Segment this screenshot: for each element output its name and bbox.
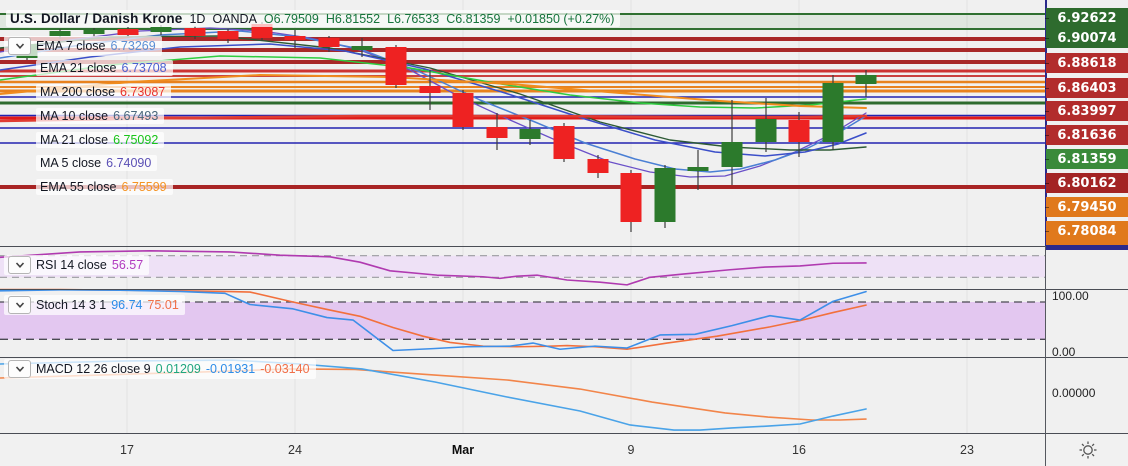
price-scale-label: 6.81636	[1046, 125, 1128, 145]
legend-row-stoch[interactable]: Stoch 14 3 1 96.74 75.01	[4, 295, 185, 315]
symbol-name: U.S. Dollar / Danish Krone	[10, 11, 183, 26]
legend-row-ma-200-close[interactable]: MA 200 close 6.73087	[36, 84, 172, 100]
time-axis-tick: 17	[120, 443, 134, 457]
macd-scale-zero: 0.00000	[1052, 386, 1096, 400]
indicator-label: Stoch 14 3 1	[36, 298, 107, 312]
price-scale-label: 6.80162	[1046, 173, 1128, 193]
indicator-value: 0.01209	[155, 362, 201, 376]
indicator-label: RSI 14 close	[36, 258, 107, 272]
indicator-label: MACD 12 26 close 9	[36, 362, 151, 376]
legend-row-rsi[interactable]: RSI 14 close 56.57	[4, 255, 150, 275]
interval-label: 1D	[189, 11, 206, 26]
chevron-down-icon[interactable]	[8, 256, 31, 274]
price-axis-tick	[1045, 183, 1049, 184]
indicator-value: -0.01931	[205, 362, 256, 376]
legend-row-ma-5-close[interactable]: MA 5 close 6.74090	[36, 155, 158, 171]
time-axis-tick: 23	[960, 443, 974, 457]
chevron-down-icon[interactable]	[8, 296, 31, 314]
time-axis-tick: 16	[792, 443, 806, 457]
indicator-label: MA 10 close	[40, 109, 109, 123]
low-value: L6.76533	[387, 11, 440, 26]
price-axis-tick	[1045, 135, 1049, 136]
time-axis[interactable]: 17 24 Mar 9 16 23	[0, 434, 1128, 466]
indicator-label: MA 200 close	[40, 85, 116, 99]
price-axis-tick	[1045, 231, 1049, 232]
legend-row-ema-7-close[interactable]: EMA 7 close 6.73269	[4, 36, 162, 56]
price-axis-tick	[1045, 159, 1049, 160]
legend-row-ma-10-close[interactable]: MA 10 close 6.67493	[36, 108, 165, 124]
panel-separator[interactable]	[0, 288, 1128, 290]
symbol-title[interactable]: U.S. Dollar / Danish Krone 1D OANDA O6.7…	[6, 10, 621, 27]
indicator-value: 6.74090	[106, 156, 152, 170]
stoch-scale-low: 0.00	[1052, 345, 1076, 359]
panel-separator[interactable]	[0, 433, 1128, 434]
close-value: C6.81359	[446, 11, 501, 26]
price-axis-border	[1045, 0, 1047, 246]
legend-row-ema-55-close[interactable]: EMA 55 close 6.75599	[36, 179, 173, 195]
legend-row-ema-21-close[interactable]: EMA 21 close 6.73708	[36, 60, 173, 76]
panel-separator[interactable]	[0, 246, 1128, 247]
open-value: O6.79509	[263, 11, 319, 26]
price-axis-border-lower	[1045, 246, 1046, 466]
price-scale-label: 6.90074	[1046, 28, 1128, 48]
indicator-value: 6.75092	[113, 133, 159, 147]
price-chart-svg[interactable]	[0, 0, 1045, 433]
price-scale-label: 6.79450	[1046, 197, 1128, 217]
price-scale-label: 6.88618	[1046, 53, 1128, 73]
panel-separator[interactable]	[0, 357, 1128, 358]
indicator-value: 6.73708	[121, 61, 167, 75]
legend-row-macd[interactable]: MACD 12 26 close 9 0.01209 -0.01931 -0.0314…	[4, 359, 316, 379]
time-axis-tick: 9	[627, 443, 635, 457]
indicator-value: 56.57	[111, 258, 144, 272]
price-scale-label-clipped	[1046, 241, 1128, 245]
price-scale-label: 6.86403	[1046, 78, 1128, 98]
price-scale-label: 6.83997	[1046, 101, 1128, 121]
indicator-value: 6.75599	[121, 180, 167, 194]
indicator-value: 6.73269	[110, 39, 156, 53]
indicator-label: MA 5 close	[40, 156, 102, 170]
price-scale-label: 6.81359	[1046, 149, 1128, 169]
price-axis-tick	[1045, 207, 1049, 208]
price-axis-tick	[1045, 111, 1049, 112]
price-axis-tick	[1045, 38, 1049, 39]
indicator-label: EMA 7 close	[36, 39, 106, 53]
change-value: +0.01850 (+0.27%)	[507, 11, 615, 26]
indicator-value: 75.01	[147, 298, 179, 312]
chevron-down-icon[interactable]	[8, 37, 31, 55]
price-scale-label: 6.92622	[1046, 8, 1128, 28]
time-axis-tick: Mar	[451, 443, 475, 457]
price-axis-tick	[1045, 88, 1049, 89]
indicator-value: -0.03140	[260, 362, 310, 376]
exchange-label: OANDA	[212, 11, 257, 26]
high-value: H6.81552	[325, 11, 381, 26]
indicator-value: 6.67493	[113, 109, 159, 123]
indicator-value: 96.74	[111, 298, 143, 312]
price-scale-label: 6.78084	[1046, 221, 1128, 241]
legend-row-ma-21-close[interactable]: MA 21 close 6.75092	[36, 132, 165, 148]
price-axis-tick	[1045, 63, 1049, 64]
stoch-scale-high: 100.00	[1052, 289, 1089, 303]
indicator-label: EMA 55 close	[40, 180, 117, 194]
settings-gear-icon[interactable]	[1078, 440, 1098, 460]
time-axis-tick: 24	[288, 443, 302, 457]
price-axis-tick	[1045, 18, 1049, 19]
price-scale-label-clipped	[1046, 245, 1128, 250]
chevron-down-icon[interactable]	[8, 360, 31, 378]
indicator-value: 6.73087	[120, 85, 166, 99]
indicator-label: MA 21 close	[40, 133, 109, 147]
indicator-label: EMA 21 close	[40, 61, 117, 75]
